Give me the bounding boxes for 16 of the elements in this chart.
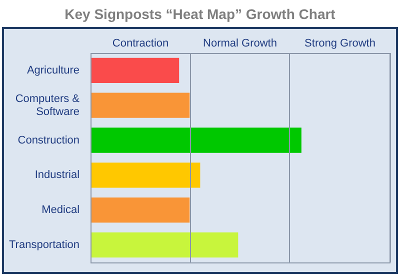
bar xyxy=(90,58,180,84)
bar xyxy=(90,197,190,223)
text: Normal Growth xyxy=(203,38,277,50)
y-tick-label: Medical xyxy=(42,204,80,216)
y-tick-label: Construction xyxy=(18,134,80,146)
text: Strong Growth xyxy=(304,38,376,50)
bar xyxy=(90,162,200,188)
y-tick-label: Transportation xyxy=(8,238,80,251)
y-tick-label: Industrial xyxy=(34,169,80,182)
y-tick-label: Computers & Software xyxy=(15,92,80,118)
y-tick-label: Agriculture xyxy=(26,64,80,76)
chart-title: Key Signposts “Heat Map” Growth Chart xyxy=(64,5,336,24)
text: Contraction xyxy=(112,38,169,50)
bar xyxy=(90,92,190,118)
bar xyxy=(90,232,238,258)
bar xyxy=(90,128,302,153)
